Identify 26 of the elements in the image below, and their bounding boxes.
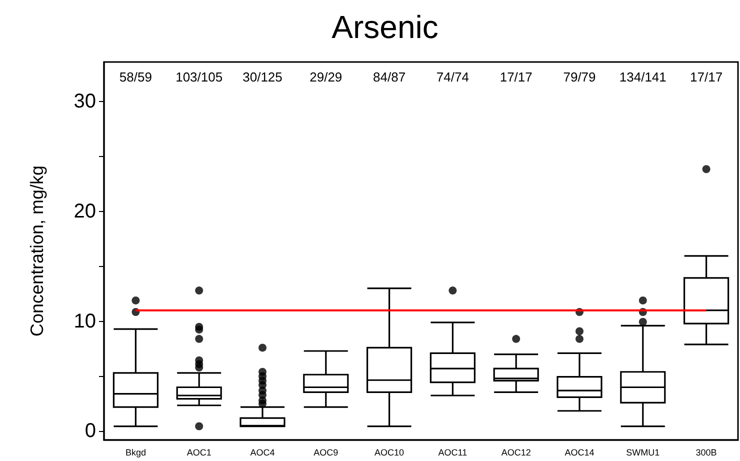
- annotation: 29/29: [310, 70, 342, 84]
- chart-title: Arsenic: [332, 9, 438, 45]
- y-tick-label: 10: [74, 310, 96, 332]
- x-tick-label: Bkgd: [125, 448, 146, 458]
- x-tick-label: AOC9: [314, 448, 338, 458]
- x-tick-label: AOC14: [564, 448, 594, 458]
- annotation: 134/141: [619, 70, 666, 84]
- annotation: 74/74: [436, 70, 469, 84]
- annotation: 79/79: [563, 70, 596, 84]
- x-tick-label: AOC11: [438, 448, 468, 458]
- x-tick-label: AOC12: [501, 448, 531, 458]
- annotation: 17/17: [500, 70, 532, 84]
- y-axis-title: Concentration, mg/kg: [27, 165, 47, 337]
- x-tick-label: 300B: [696, 448, 717, 458]
- annotation: 103/105: [176, 70, 223, 84]
- x-tick-label: AOC4: [250, 448, 275, 458]
- annotation: 84/87: [373, 70, 406, 84]
- annotation: 17/17: [690, 70, 723, 84]
- x-tick-label: AOC1: [186, 448, 212, 458]
- y-tick-label: 0: [84, 420, 96, 442]
- y-tick-label: 20: [74, 200, 96, 222]
- x-tick-label: AOC10: [374, 448, 404, 458]
- annotation: 58/59: [119, 70, 152, 84]
- annotation: 30/125: [242, 70, 282, 84]
- x-tick-label: SWMU1: [626, 448, 660, 458]
- y-tick-label: 30: [74, 90, 96, 113]
